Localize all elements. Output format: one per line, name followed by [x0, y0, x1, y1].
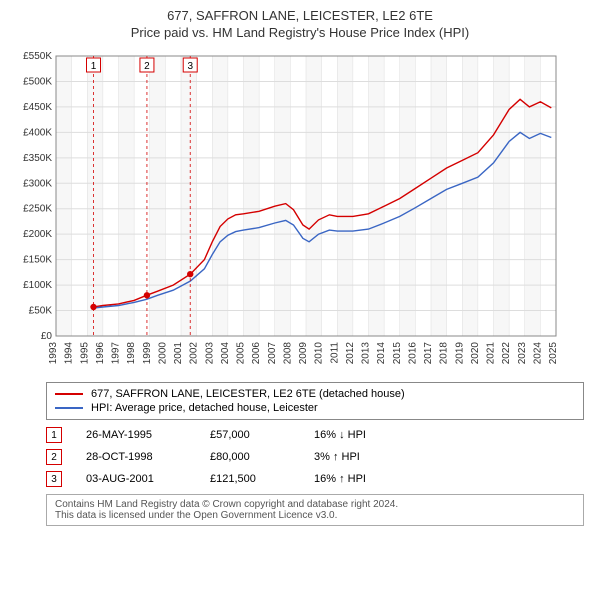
svg-text:£250K: £250K	[23, 204, 52, 215]
legend-label: HPI: Average price, detached house, Leic…	[91, 402, 318, 414]
legend: 677, SAFFRON LANE, LEICESTER, LE2 6TE (d…	[46, 382, 584, 420]
svg-text:3: 3	[187, 61, 193, 72]
footer-line: Contains HM Land Registry data © Crown c…	[55, 499, 575, 510]
svg-text:1997: 1997	[111, 342, 122, 365]
sale-marker-icon: 1	[46, 427, 62, 443]
sales-row: 2 28-OCT-1998 £80,000 3% ↑ HPI	[46, 446, 584, 468]
svg-text:2003: 2003	[204, 342, 215, 365]
sale-diff: 16% ↑ HPI	[314, 473, 404, 485]
title-block: 677, SAFFRON LANE, LEICESTER, LE2 6TE Pr…	[8, 8, 592, 40]
svg-text:1: 1	[91, 61, 97, 72]
svg-text:1998: 1998	[126, 342, 137, 365]
title-address: 677, SAFFRON LANE, LEICESTER, LE2 6TE	[8, 8, 592, 23]
chart-container: 677, SAFFRON LANE, LEICESTER, LE2 6TE Pr…	[0, 0, 600, 530]
svg-text:£450K: £450K	[23, 102, 52, 113]
svg-text:2023: 2023	[517, 342, 528, 365]
legend-item: HPI: Average price, detached house, Leic…	[55, 401, 575, 415]
svg-text:2001: 2001	[173, 342, 184, 365]
footer-line: This data is licensed under the Open Gov…	[55, 510, 575, 521]
sales-row: 1 26-MAY-1995 £57,000 16% ↓ HPI	[46, 424, 584, 446]
svg-text:2016: 2016	[407, 342, 418, 365]
svg-text:£0: £0	[41, 331, 53, 342]
sales-row: 3 03-AUG-2001 £121,500 16% ↑ HPI	[46, 468, 584, 490]
svg-text:2019: 2019	[454, 342, 465, 365]
sales-table: 1 26-MAY-1995 £57,000 16% ↓ HPI 2 28-OCT…	[46, 424, 584, 490]
legend-swatch	[55, 393, 83, 395]
svg-text:2002: 2002	[189, 342, 200, 365]
svg-text:£300K: £300K	[23, 178, 52, 189]
svg-text:£350K: £350K	[23, 153, 52, 164]
svg-text:1995: 1995	[79, 342, 90, 365]
svg-text:2012: 2012	[345, 342, 356, 365]
svg-text:£100K: £100K	[23, 280, 52, 291]
title-subtitle: Price paid vs. HM Land Registry's House …	[8, 25, 592, 40]
svg-text:2: 2	[144, 61, 150, 72]
sale-marker-icon: 3	[46, 471, 62, 487]
svg-text:1994: 1994	[64, 342, 75, 365]
svg-text:2013: 2013	[361, 342, 372, 365]
svg-text:1993: 1993	[48, 342, 59, 365]
svg-text:£400K: £400K	[23, 127, 52, 138]
footer-attribution: Contains HM Land Registry data © Crown c…	[46, 494, 584, 526]
sale-marker-icon: 2	[46, 449, 62, 465]
svg-text:2024: 2024	[532, 342, 543, 365]
svg-text:2007: 2007	[267, 342, 278, 365]
sale-diff: 3% ↑ HPI	[314, 451, 404, 463]
svg-text:2025: 2025	[548, 342, 559, 365]
sale-date: 26-MAY-1995	[86, 429, 186, 441]
svg-text:£200K: £200K	[23, 229, 52, 240]
sale-price: £57,000	[210, 429, 290, 441]
chart-area: £0 £50K £100K £150K £200K £250K £300K £350K £400…	[8, 46, 592, 376]
svg-text:2021: 2021	[486, 342, 497, 365]
sale-price: £80,000	[210, 451, 290, 463]
sale-date: 03-AUG-2001	[86, 473, 186, 485]
svg-text:2008: 2008	[282, 342, 293, 365]
svg-text:2014: 2014	[376, 342, 387, 365]
svg-text:2018: 2018	[439, 342, 450, 365]
sale-diff: 16% ↓ HPI	[314, 429, 404, 441]
svg-text:2004: 2004	[220, 342, 231, 365]
sale-date: 28-OCT-1998	[86, 451, 186, 463]
svg-text:£550K: £550K	[23, 51, 52, 62]
svg-text:1999: 1999	[142, 342, 153, 365]
legend-swatch	[55, 407, 83, 409]
svg-text:£150K: £150K	[23, 255, 52, 266]
svg-text:2000: 2000	[157, 342, 168, 365]
line-chart: £0 £50K £100K £150K £200K £250K £300K £350K £400…	[8, 46, 568, 376]
svg-text:2010: 2010	[314, 342, 325, 365]
legend-label: 677, SAFFRON LANE, LEICESTER, LE2 6TE (d…	[91, 388, 405, 400]
svg-text:2022: 2022	[501, 342, 512, 365]
legend-item: 677, SAFFRON LANE, LEICESTER, LE2 6TE (d…	[55, 387, 575, 401]
svg-text:2017: 2017	[423, 342, 434, 365]
svg-text:2015: 2015	[392, 342, 403, 365]
svg-text:£500K: £500K	[23, 76, 52, 87]
svg-text:2009: 2009	[298, 342, 309, 365]
svg-text:2005: 2005	[236, 342, 247, 365]
sale-price: £121,500	[210, 473, 290, 485]
svg-text:2006: 2006	[251, 342, 262, 365]
svg-text:1996: 1996	[95, 342, 106, 365]
svg-text:2020: 2020	[470, 342, 481, 365]
svg-text:£50K: £50K	[29, 306, 53, 317]
svg-text:2011: 2011	[329, 342, 340, 364]
